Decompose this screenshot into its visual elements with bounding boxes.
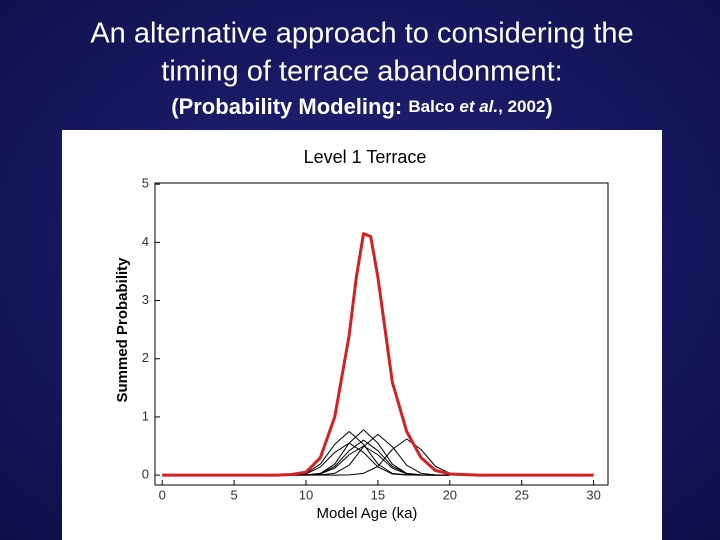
x-tick-label: 5 [230, 487, 237, 502]
curve [291, 438, 451, 476]
plot-frame [154, 182, 609, 486]
chart-panel [62, 130, 662, 540]
y-tick-label: 3 [142, 292, 149, 307]
slide-subtitle: (Probability Modeling: Balco et al., 200… [171, 94, 552, 119]
y-tick-label: 1 [142, 408, 149, 423]
y-tick-label: 4 [142, 234, 149, 249]
subtitle-part: (Probability Modeling: [171, 94, 408, 119]
y-tick-label: 0 [142, 467, 149, 482]
x-tick-label: 0 [159, 487, 166, 502]
y-axis-label: Summed Probability [114, 257, 131, 403]
chart-title: Level 1 Terrace [304, 147, 427, 167]
curve [162, 232, 594, 477]
chart: Level 1 Terrace Model Age (ka) Summed Pr… [114, 147, 609, 522]
x-tick-label: 25 [514, 487, 528, 502]
slide-title: An alternative approach to considering t… [90, 18, 633, 50]
x-tick-label: 15 [371, 487, 385, 502]
subtitle-part: et al. [459, 97, 498, 116]
subtitle-part: , 2002 [498, 97, 545, 116]
x-tick-label: 10 [299, 487, 313, 502]
x-axis-label: Model Age (ka) [317, 505, 418, 522]
y-tick-label: 2 [142, 350, 149, 365]
subtitle-part: ) [545, 94, 552, 119]
subtitle-part: Balco [408, 97, 459, 116]
x-tick-label: 20 [443, 487, 457, 502]
x-tick-label: 30 [586, 487, 600, 502]
y-tick-label: 5 [142, 176, 149, 191]
slide-title: timing of terrace abandonment: [161, 56, 562, 88]
curve [291, 445, 450, 476]
